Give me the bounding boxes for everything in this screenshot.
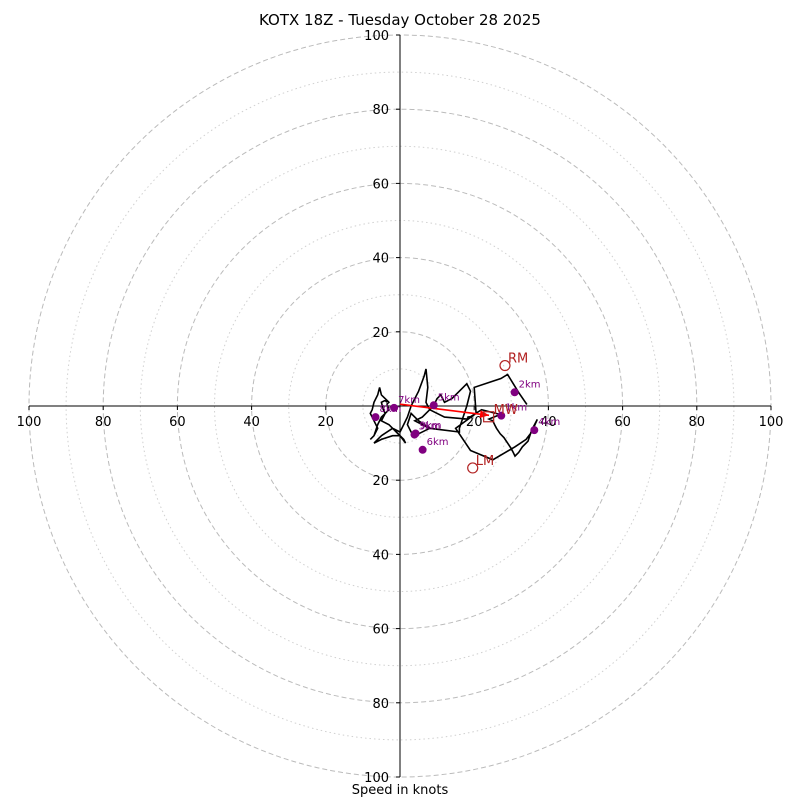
- hodograph-trace: [369, 368, 539, 461]
- height-point: [429, 401, 438, 410]
- x-tick-label: 60: [169, 415, 186, 430]
- x-tick-label: 100: [759, 415, 784, 430]
- height-label: 6km: [427, 437, 449, 448]
- x-tick-label: 80: [689, 415, 706, 430]
- height-label: 3km: [418, 422, 440, 433]
- x-tick-label: 20: [318, 415, 335, 430]
- mean-wind-marker: [483, 411, 495, 423]
- height-point: [418, 445, 427, 454]
- y-tick-label: 80: [372, 103, 389, 118]
- height-point: [510, 388, 519, 397]
- height-label: 2km: [519, 379, 541, 390]
- height-label: 5km: [438, 392, 460, 403]
- y-tick-label: 60: [372, 623, 389, 638]
- height-point: [390, 403, 399, 412]
- x-tick-label: 80: [95, 415, 112, 430]
- storm-motion-label: LM: [476, 454, 494, 469]
- height-label: 8km: [380, 404, 402, 415]
- x-tick-label: 40: [243, 415, 260, 430]
- height-point: [371, 413, 380, 422]
- x-tick-label: 40: [540, 415, 557, 430]
- y-tick-label: 40: [372, 548, 389, 563]
- shear-vector-arrowhead: [479, 410, 490, 419]
- height-point: [410, 430, 419, 439]
- height-point: [530, 426, 539, 435]
- height-label: 4km: [538, 417, 560, 428]
- y-tick-label: 60: [372, 177, 389, 192]
- chart-title: KOTX 18Z - Tuesday October 28 2025: [259, 11, 541, 29]
- storm-motion-marker: [499, 359, 511, 372]
- y-tick-label: 20: [372, 474, 389, 489]
- y-tick-label: 100: [364, 771, 389, 786]
- x-tick-label: 60: [614, 415, 631, 430]
- storm-motion-marker: [467, 462, 479, 474]
- x-axis-label: Speed in knots: [351, 783, 449, 798]
- storm-motion-label: RM: [508, 352, 528, 367]
- y-tick-label: 20: [372, 326, 389, 341]
- y-tick-label: 80: [372, 697, 389, 712]
- height-label: 1km: [505, 403, 527, 414]
- mean-wind-label: MW: [494, 403, 518, 418]
- height-label: 9km: [420, 420, 442, 431]
- x-tick-label: 100: [17, 415, 42, 430]
- y-tick-label: 40: [372, 252, 389, 267]
- shear-vector: [399, 403, 490, 417]
- y-tick-label: 100: [364, 29, 389, 44]
- height-point: [497, 411, 506, 420]
- height-label: 7km: [398, 395, 420, 406]
